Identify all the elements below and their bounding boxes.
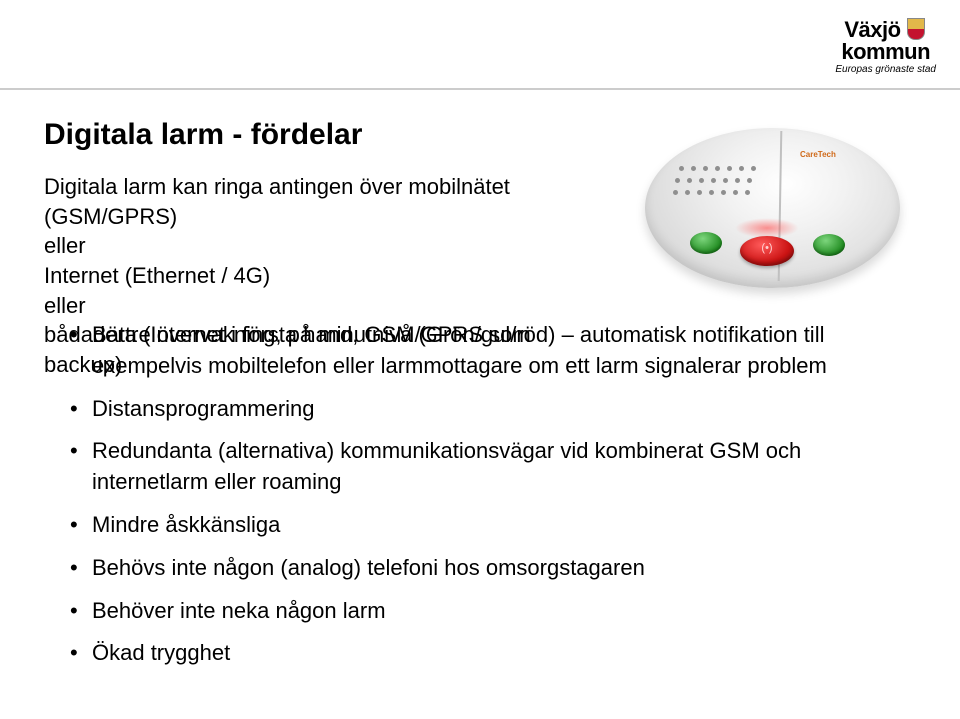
led-icon [735, 178, 740, 183]
led-icon [703, 166, 708, 171]
led-icon [751, 166, 756, 171]
shield-icon [907, 18, 925, 40]
led-icon [685, 190, 690, 195]
led-icon [673, 190, 678, 195]
list-item: Bättre övervakning, på minutnivå (Grön/g… [70, 320, 890, 382]
list-item: Behöver inte neka någon larm [70, 596, 890, 627]
intro-line-1: Digitala larm kan ringa antingen över mo… [44, 172, 564, 231]
led-icon [745, 190, 750, 195]
logo-tagline: Europas grönaste stad [835, 65, 936, 75]
device-glow [735, 218, 799, 238]
led-icon [679, 166, 684, 171]
led-icon [709, 190, 714, 195]
device-illustration: CareTech [645, 118, 900, 298]
device-brand: CareTech [800, 150, 836, 159]
page-title: Digitala larm - fördelar [44, 118, 362, 152]
led-icon [711, 178, 716, 183]
led-icon [697, 190, 702, 195]
led-icon [715, 166, 720, 171]
led-row-1 [679, 166, 756, 171]
logo-line-1: Växjö [835, 18, 936, 41]
led-icon [721, 190, 726, 195]
list-item: Ökad trygghet [70, 638, 890, 669]
led-icon [739, 166, 744, 171]
device-red-button [740, 236, 794, 266]
led-icon [691, 166, 696, 171]
device-green-button-left [690, 232, 722, 254]
led-icon [747, 178, 752, 183]
led-icon [675, 178, 680, 183]
led-icon [723, 178, 728, 183]
led-icon [687, 178, 692, 183]
slide: Växjö kommun Europas grönaste stad Digit… [0, 0, 960, 719]
led-icon [733, 190, 738, 195]
led-icon [699, 178, 704, 183]
bullet-list: Bättre övervakning, på minutnivå (Grön/g… [70, 320, 890, 681]
list-item: Behövs inte någon (analog) telefoni hos … [70, 553, 890, 584]
intro-line-4: eller [44, 291, 564, 321]
list-item: Distansprogrammering [70, 394, 890, 425]
intro-line-2: eller [44, 231, 564, 261]
logo: Växjö kommun Europas grönaste stad [835, 18, 936, 75]
divider [0, 88, 960, 90]
list-item: Redundanta (alternativa) kommunikationsv… [70, 436, 890, 498]
device-green-button-right [813, 234, 845, 256]
intro-line-3: Internet (Ethernet / 4G) [44, 261, 564, 291]
logo-text-2: kommun [835, 41, 936, 63]
led-icon [727, 166, 732, 171]
led-row-3 [673, 190, 750, 195]
list-item: Mindre åskkänsliga [70, 510, 890, 541]
led-row-2 [675, 178, 752, 183]
